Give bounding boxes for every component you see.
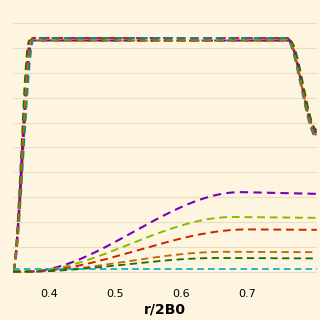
X-axis label: r/2B0: r/2B0 (144, 302, 186, 316)
